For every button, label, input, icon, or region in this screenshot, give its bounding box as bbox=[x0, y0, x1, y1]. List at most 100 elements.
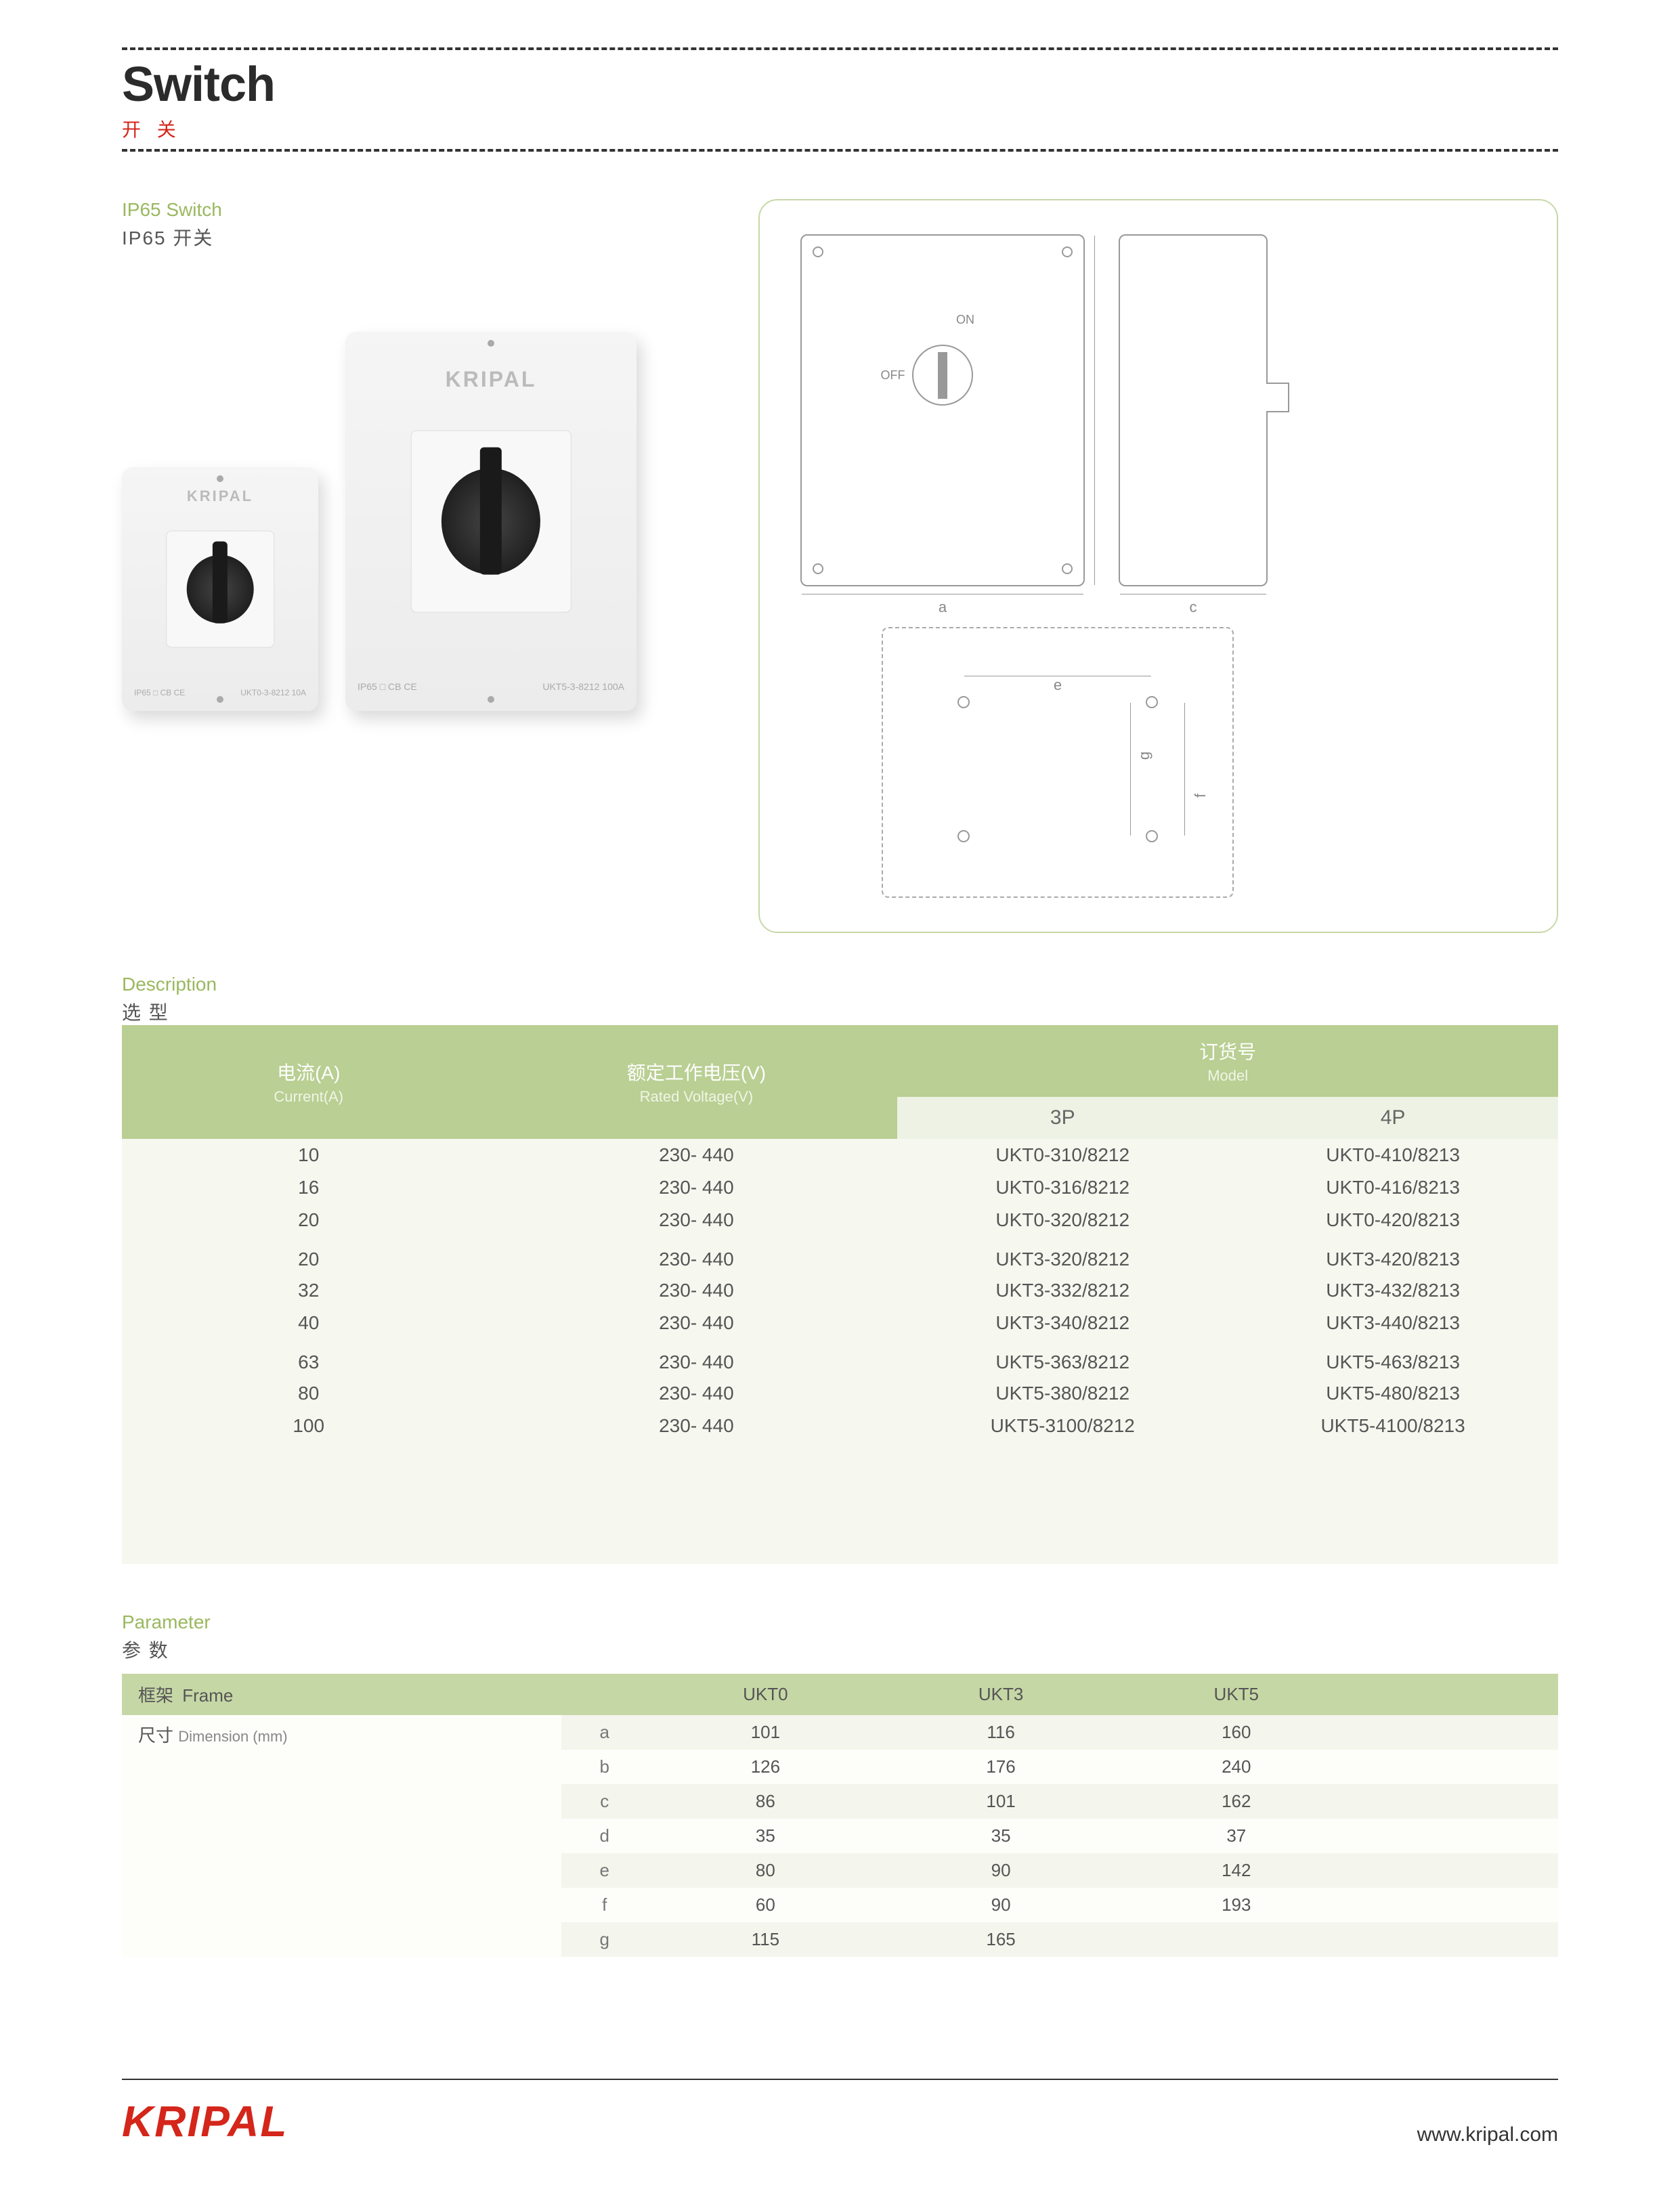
dimension-diagram-panel: ON OFF a b c e f g bbox=[758, 199, 1558, 933]
dim-value: 60 bbox=[648, 1888, 884, 1922]
side-stub-icon bbox=[1266, 383, 1289, 412]
table-row: 20230- 440UKT0-320/8212UKT0-420/8213 bbox=[122, 1204, 1558, 1236]
product-label-cn: IP65 开关 bbox=[122, 223, 718, 251]
pad-cell bbox=[1354, 1922, 1558, 1957]
mount-hole-icon bbox=[1146, 830, 1158, 842]
cell-voltage: 230- 440 bbox=[495, 1377, 897, 1410]
diagram-on-label: ON bbox=[956, 313, 974, 327]
product-and-diagram-row: IP65 Switch IP65 开关 KRIPAL IP65 □ CB CE … bbox=[122, 199, 1558, 933]
dimension-f-label: f bbox=[1192, 794, 1209, 798]
parameter-table: 框架 Frame UKT0 UKT3 UKT5 尺寸 Dimension (mm… bbox=[122, 1674, 1558, 1957]
pad-cell bbox=[1354, 1819, 1558, 1853]
product-area: IP65 Switch IP65 开关 KRIPAL IP65 □ CB CE … bbox=[122, 199, 718, 933]
cell-p4: UKT5-463/8213 bbox=[1228, 1339, 1558, 1377]
rotary-knob-icon bbox=[441, 469, 540, 575]
dim-key: c bbox=[561, 1784, 647, 1819]
page-footer: KRIPAL www.kripal.com bbox=[122, 2079, 1558, 2146]
cell-current: 16 bbox=[122, 1171, 495, 1204]
frame-col-2: UKT5 bbox=[1119, 1674, 1354, 1715]
brand-logo: KRIPAL bbox=[122, 488, 318, 505]
cell-current: 100 bbox=[122, 1410, 495, 1442]
cell-current: 10 bbox=[122, 1139, 495, 1171]
cell-current: 20 bbox=[122, 1236, 495, 1274]
cell-p3: UKT3-320/8212 bbox=[897, 1236, 1228, 1274]
pad-cell bbox=[1354, 1715, 1558, 1750]
screw-icon bbox=[1062, 246, 1073, 257]
description-table-wrap: 电流(A) Current(A) 额定工作电压(V) Rated Voltage… bbox=[122, 1025, 1558, 1564]
parameter-table-body: 尺寸 Dimension (mm)a101116160b126176240c86… bbox=[122, 1715, 1558, 1957]
dim-value: 193 bbox=[1119, 1888, 1354, 1922]
dim-value: 115 bbox=[648, 1922, 884, 1957]
dimension-b-marker: b bbox=[1094, 236, 1115, 585]
subcol-3p: 3P bbox=[897, 1097, 1228, 1139]
cell-current: 20 bbox=[122, 1204, 495, 1236]
cell-current: 40 bbox=[122, 1307, 495, 1339]
description-label-cn: 选 型 bbox=[122, 998, 1558, 1025]
product-box-small: KRIPAL IP65 □ CB CE UKT0-3-8212 10A bbox=[122, 467, 318, 711]
dim-value: 35 bbox=[883, 1819, 1119, 1853]
dim-value: 37 bbox=[1119, 1819, 1354, 1853]
table-row: 10230- 440UKT0-310/8212UKT0-410/8213 bbox=[122, 1139, 1558, 1171]
dim-value: 101 bbox=[648, 1715, 884, 1750]
cell-voltage: 230- 440 bbox=[495, 1410, 897, 1442]
cell-p3: UKT3-332/8212 bbox=[897, 1274, 1228, 1307]
cell-p3: UKT0-320/8212 bbox=[897, 1204, 1228, 1236]
table-row: 80230- 440UKT5-380/8212UKT5-480/8213 bbox=[122, 1377, 1558, 1410]
cell-p4: UKT5-4100/8213 bbox=[1228, 1410, 1558, 1442]
product-images: KRIPAL IP65 □ CB CE UKT0-3-8212 10A KRIP… bbox=[122, 332, 718, 711]
dim-value: 126 bbox=[648, 1750, 884, 1784]
cert-text: IP65 □ CB CE bbox=[134, 688, 185, 697]
table-row: 16230- 440UKT0-316/8212UKT0-416/8213 bbox=[122, 1171, 1558, 1204]
screw-icon bbox=[488, 340, 494, 347]
model-text: UKT0-3-8212 10A bbox=[240, 688, 306, 697]
footer-logo: KRIPAL bbox=[122, 2096, 288, 2146]
product-foot-label: IP65 □ CB CE UKT5-3-8212 100A bbox=[358, 681, 624, 692]
cell-voltage: 230- 440 bbox=[495, 1236, 897, 1274]
cell-p4: UKT3-440/8213 bbox=[1228, 1307, 1558, 1339]
table-row: 100230- 440UKT5-3100/8212UKT5-4100/8213 bbox=[122, 1410, 1558, 1442]
dim-value: 116 bbox=[883, 1715, 1119, 1750]
screw-icon bbox=[813, 563, 823, 574]
description-table-head: 电流(A) Current(A) 额定工作电压(V) Rated Voltage… bbox=[122, 1025, 1558, 1139]
mount-hole-icon bbox=[1146, 696, 1158, 708]
footer-url: www.kripal.com bbox=[1417, 2123, 1558, 2146]
dim-value: 86 bbox=[648, 1784, 884, 1819]
dimension-f-marker: f bbox=[1184, 703, 1185, 836]
dimension-g-marker: g bbox=[1130, 703, 1131, 836]
brand-logo: KRIPAL bbox=[345, 367, 637, 392]
description-table-body: 10230- 440UKT0-310/8212UKT0-410/82131623… bbox=[122, 1139, 1558, 1442]
frame-label-cn: 框架 bbox=[138, 1685, 173, 1706]
pad-cell bbox=[1354, 1784, 1558, 1819]
parameter-section: Parameter 参 数 框架 Frame UKT0 UKT3 UKT5 尺寸… bbox=[122, 1611, 1558, 1957]
cell-current: 80 bbox=[122, 1377, 495, 1410]
page-header: Switch 开 关 bbox=[122, 47, 1558, 152]
cell-p3: UKT5-380/8212 bbox=[897, 1377, 1228, 1410]
col-voltage-en: Rated Voltage(V) bbox=[502, 1088, 890, 1106]
dimension-a-label: a bbox=[802, 594, 1083, 616]
screw-icon bbox=[1062, 563, 1073, 574]
diagram-side-view: c bbox=[1119, 234, 1268, 586]
cell-voltage: 230- 440 bbox=[495, 1171, 897, 1204]
col-model-cn: 订货号 bbox=[1199, 1041, 1256, 1062]
screw-icon bbox=[813, 246, 823, 257]
cell-voltage: 230- 440 bbox=[495, 1204, 897, 1236]
dim-value: 142 bbox=[1119, 1853, 1354, 1888]
cell-voltage: 230- 440 bbox=[495, 1139, 897, 1171]
cell-p4: UKT3-420/8213 bbox=[1228, 1236, 1558, 1274]
dim-key: e bbox=[561, 1853, 647, 1888]
dim-key: d bbox=[561, 1819, 647, 1853]
col-model-en: Model bbox=[904, 1067, 1551, 1085]
mount-hole-icon bbox=[957, 830, 970, 842]
model-text: UKT5-3-8212 100A bbox=[542, 681, 624, 692]
screw-icon bbox=[217, 475, 223, 482]
product-box-large: KRIPAL IP65 □ CB CE UKT5-3-8212 100A bbox=[345, 332, 637, 711]
diagram-off-label: OFF bbox=[880, 368, 905, 383]
dim-value: 165 bbox=[883, 1922, 1119, 1957]
cell-p3: UKT3-340/8212 bbox=[897, 1307, 1228, 1339]
description-label-en: Description bbox=[122, 974, 1558, 995]
pad-cell bbox=[1354, 1888, 1558, 1922]
page-title-cn: 开 关 bbox=[122, 115, 1558, 142]
cell-current: 63 bbox=[122, 1339, 495, 1377]
cell-p3: UKT5-363/8212 bbox=[897, 1339, 1228, 1377]
dim-value: 101 bbox=[883, 1784, 1119, 1819]
